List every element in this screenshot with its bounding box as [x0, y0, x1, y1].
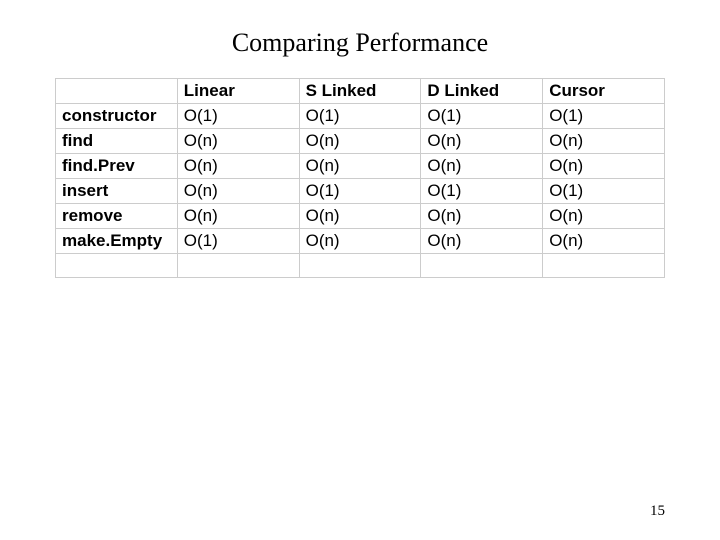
data-cell	[299, 254, 421, 278]
data-cell	[543, 254, 665, 278]
data-cell: O(n)	[177, 154, 299, 179]
data-cell: O(n)	[177, 204, 299, 229]
data-cell: O(n)	[421, 204, 543, 229]
row-label: find	[56, 129, 178, 154]
data-cell: O(n)	[421, 129, 543, 154]
data-cell: O(n)	[543, 154, 665, 179]
header-cell: Linear	[177, 79, 299, 104]
data-cell: O(1)	[543, 104, 665, 129]
row-label: constructor	[56, 104, 178, 129]
data-cell: O(n)	[543, 204, 665, 229]
data-cell: O(n)	[299, 204, 421, 229]
data-cell: O(1)	[177, 104, 299, 129]
table-row: constructor O(1) O(1) O(1) O(1)	[56, 104, 665, 129]
row-label: insert	[56, 179, 178, 204]
row-label	[56, 254, 178, 278]
data-cell: O(1)	[543, 179, 665, 204]
header-cell: Cursor	[543, 79, 665, 104]
data-cell	[421, 254, 543, 278]
performance-table: Linear S Linked D Linked Cursor construc…	[55, 78, 665, 278]
data-cell: O(n)	[299, 129, 421, 154]
data-cell: O(n)	[177, 179, 299, 204]
data-cell: O(n)	[299, 154, 421, 179]
table-header-row: Linear S Linked D Linked Cursor	[56, 79, 665, 104]
table-row: insert O(n) O(1) O(1) O(1)	[56, 179, 665, 204]
data-cell: O(n)	[299, 229, 421, 254]
row-label: find.Prev	[56, 154, 178, 179]
page-title: Comparing Performance	[0, 0, 720, 78]
table-container: Linear S Linked D Linked Cursor construc…	[0, 78, 720, 278]
table-row: remove O(n) O(n) O(n) O(n)	[56, 204, 665, 229]
data-cell: O(1)	[421, 104, 543, 129]
header-cell: D Linked	[421, 79, 543, 104]
table-row: make.Empty O(1) O(n) O(n) O(n)	[56, 229, 665, 254]
table-row	[56, 254, 665, 278]
data-cell: O(1)	[299, 104, 421, 129]
header-cell: S Linked	[299, 79, 421, 104]
data-cell: O(1)	[299, 179, 421, 204]
data-cell: O(n)	[421, 229, 543, 254]
data-cell: O(n)	[421, 154, 543, 179]
data-cell: O(1)	[421, 179, 543, 204]
table-row: find O(n) O(n) O(n) O(n)	[56, 129, 665, 154]
row-label: make.Empty	[56, 229, 178, 254]
table-row: find.Prev O(n) O(n) O(n) O(n)	[56, 154, 665, 179]
data-cell: O(n)	[177, 129, 299, 154]
header-cell	[56, 79, 178, 104]
row-label: remove	[56, 204, 178, 229]
page-number: 15	[650, 503, 665, 520]
data-cell: O(n)	[543, 129, 665, 154]
data-cell: O(1)	[177, 229, 299, 254]
data-cell: O(n)	[543, 229, 665, 254]
data-cell	[177, 254, 299, 278]
